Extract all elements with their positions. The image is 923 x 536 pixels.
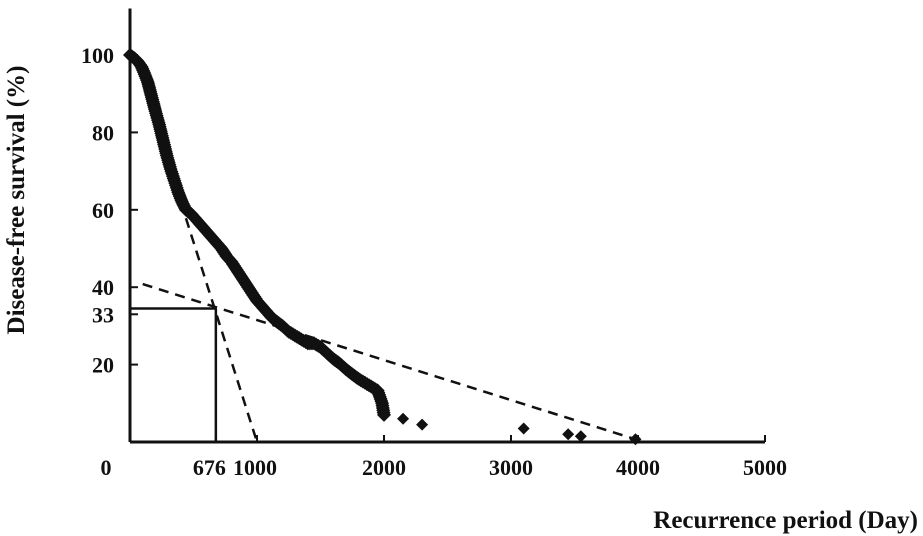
x-tick-label: 1000 bbox=[233, 455, 277, 480]
y-tick-label: 60 bbox=[92, 198, 114, 223]
x-tick-label: 4000 bbox=[616, 455, 660, 480]
y-axis-title: Disease-free survival (%) bbox=[3, 66, 30, 335]
dashed-trend-line bbox=[179, 201, 259, 443]
data-point bbox=[377, 407, 391, 422]
data-point bbox=[416, 418, 429, 431]
x-tick-label: 0 bbox=[101, 455, 112, 480]
x-tick-label: 2000 bbox=[362, 455, 406, 480]
x-tick-label: 5000 bbox=[743, 455, 787, 480]
data-point bbox=[517, 422, 530, 435]
data-point bbox=[397, 412, 410, 425]
y-tick-label: 40 bbox=[92, 275, 114, 300]
y-tick-label: 80 bbox=[92, 120, 114, 145]
reference-lines bbox=[130, 201, 639, 443]
y-tick-label: 33 bbox=[92, 302, 114, 327]
data-point bbox=[574, 430, 587, 443]
data-points bbox=[123, 48, 642, 446]
dashed-trend-line bbox=[142, 282, 639, 442]
y-tick-label: 100 bbox=[81, 43, 114, 68]
y-tick-label: 20 bbox=[92, 353, 114, 378]
x-tick-label: 676 bbox=[193, 455, 226, 480]
x-tick-label: 3000 bbox=[489, 455, 533, 480]
axes bbox=[128, 8, 765, 444]
data-point bbox=[562, 428, 575, 441]
x-axis-title: Recurrence period (Day) bbox=[653, 507, 918, 534]
